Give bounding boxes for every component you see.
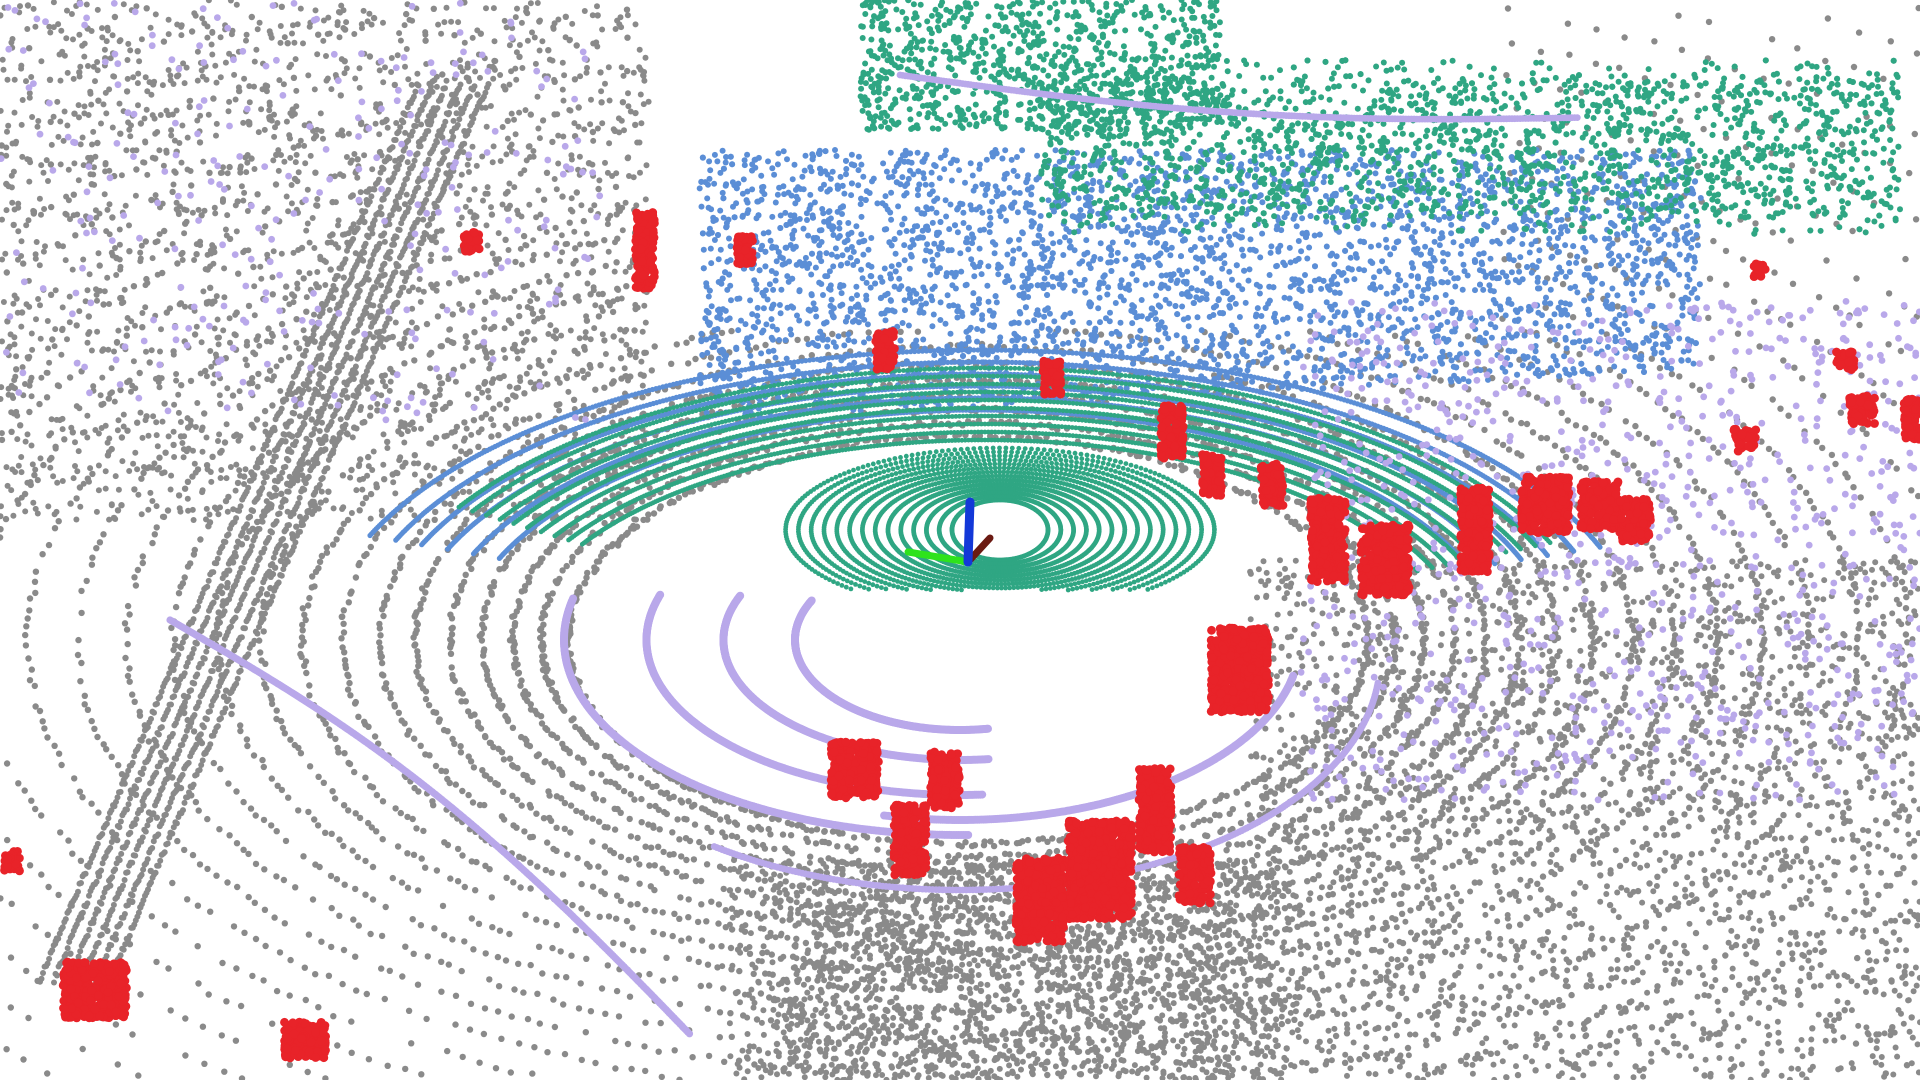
axis-z-icon	[968, 502, 970, 562]
